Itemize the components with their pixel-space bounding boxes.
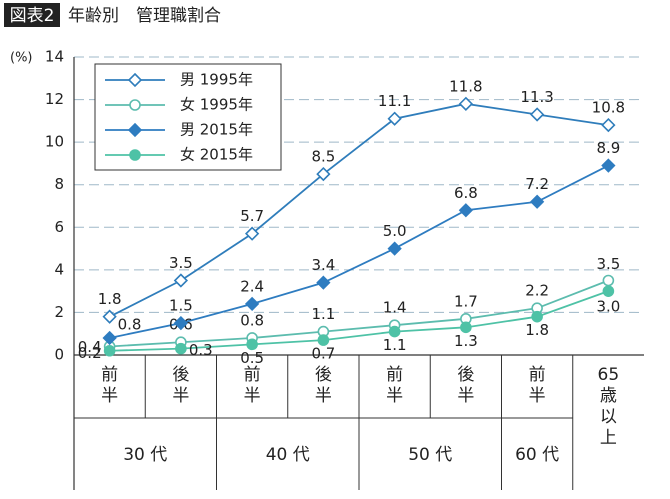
chart-title: 年齢別 管理職割合: [68, 6, 221, 26]
point: [458, 203, 474, 218]
y-tick-label: 4: [54, 260, 64, 278]
value-label: 1.8: [525, 321, 549, 339]
value-label: 10.8: [592, 99, 625, 117]
point: [175, 342, 187, 355]
group-label: 50 代: [408, 445, 452, 465]
value-label: 0.2: [78, 344, 102, 362]
value-label: 3.0: [596, 298, 620, 316]
value-label: 0.4: [78, 338, 102, 356]
point: [460, 321, 472, 334]
value-label: 3.5: [169, 254, 193, 272]
y-tick-label: 10: [45, 133, 64, 151]
point: [387, 241, 402, 256]
value-label: 2.2: [525, 282, 549, 300]
point: [602, 274, 615, 287]
legend-label: 男 2015年: [180, 121, 253, 139]
point: [316, 275, 331, 290]
point: [529, 107, 545, 122]
point: [529, 194, 545, 209]
value-label: 1.5: [169, 297, 193, 315]
value-label: 1.1: [311, 305, 335, 323]
point: [531, 310, 543, 323]
x-tick-label: 後半: [457, 365, 474, 406]
x-tick-label: 後半: [172, 365, 189, 406]
value-label: 2.4: [240, 277, 264, 295]
y-tick-label: 12: [45, 90, 64, 108]
series-line: [109, 290, 609, 352]
point: [102, 309, 117, 324]
value-label: 6.8: [454, 184, 478, 202]
value-label: 0.8: [240, 311, 264, 329]
point: [458, 96, 474, 111]
point: [103, 344, 116, 357]
y-tick-label: 14: [45, 48, 64, 66]
point: [246, 338, 258, 351]
point: [244, 296, 260, 312]
point: [173, 315, 189, 331]
value-label: 8.9: [596, 139, 620, 157]
legend-label: 男 1995年: [180, 71, 253, 89]
value-label: 5.0: [383, 222, 407, 240]
value-label: 3.5: [596, 255, 620, 273]
value-label: 1.7: [454, 292, 478, 310]
y-tick-label: 6: [54, 218, 64, 236]
x-tick-label: 前半: [529, 365, 546, 406]
value-label: 1.3: [454, 332, 478, 350]
point: [601, 117, 616, 133]
x-tick-label: 前半: [244, 365, 261, 406]
point: [316, 166, 331, 182]
title-badge-box: [4, 3, 60, 27]
value-label: 7.2: [525, 175, 549, 193]
point: [244, 226, 260, 241]
value-label: 1.8: [98, 290, 122, 308]
legend-label: 女 1995年: [180, 96, 253, 114]
point: [173, 273, 189, 288]
point: [102, 330, 117, 346]
y-tick-label: 0: [54, 346, 64, 364]
value-label: 11.3: [520, 88, 553, 106]
group-label: 40 代: [266, 445, 310, 465]
value-label: 0.3: [189, 341, 213, 359]
point: [317, 334, 330, 346]
title-badge: 図表2: [10, 6, 55, 26]
value-label: 0.7: [311, 345, 335, 363]
value-label: 3.4: [311, 256, 335, 274]
x-tick-label: 前半: [386, 365, 403, 406]
legend-marker: [129, 149, 141, 161]
point: [387, 111, 402, 126]
group-label: 60 代: [515, 445, 559, 465]
value-label: 5.7: [240, 207, 264, 225]
legend-label: 女 2015年: [180, 146, 253, 164]
series-line: [109, 164, 609, 339]
value-label: 8.5: [311, 148, 335, 166]
value-label: 11.8: [449, 77, 482, 95]
value-label: 1.1: [383, 336, 407, 354]
value-label: 1.4: [383, 299, 407, 317]
legend-box: [94, 63, 282, 171]
y-tick-label: 8: [54, 175, 64, 193]
point: [601, 158, 616, 173]
x-tick-label: 後半: [315, 365, 332, 406]
x-tick-label: 前半: [101, 365, 118, 406]
point: [602, 285, 615, 297]
series-line: [109, 279, 609, 348]
x-tick-label: 65 歳以上: [598, 365, 620, 448]
point: [388, 325, 401, 338]
y-tick-label: 2: [54, 303, 64, 321]
group-label: 30 代: [123, 445, 167, 465]
y-unit: (%): [10, 51, 33, 66]
value-label: 0.5: [240, 349, 264, 367]
legend-marker: [127, 122, 143, 138]
value-label: 11.1: [378, 92, 411, 110]
legend-marker: [129, 99, 141, 111]
series-line: [109, 102, 609, 318]
value-label: 0.8: [118, 315, 142, 333]
legend-marker: [127, 72, 143, 88]
